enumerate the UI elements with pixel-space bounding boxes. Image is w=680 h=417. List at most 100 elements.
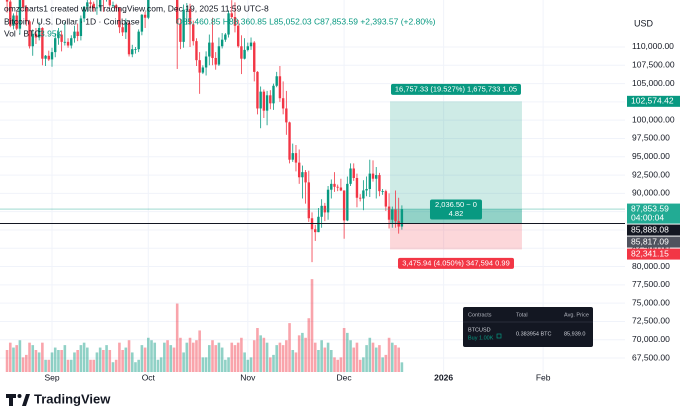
volume-bar <box>147 337 150 372</box>
candle-body <box>175 0 179 24</box>
volume-bar <box>342 328 346 372</box>
price-lines: 16,757.33 (19.527%) 1,675,733 1.05 2,036.… <box>0 83 625 269</box>
candle-body <box>89 2 92 4</box>
volume-bar <box>185 342 189 372</box>
candle-body <box>384 191 388 207</box>
volume-bar <box>323 347 327 372</box>
volume-bar <box>34 350 38 372</box>
ohlc-values: O85,460.85 H88,360.85 L85,052.03 C87,853… <box>176 16 436 26</box>
panel-bg <box>463 307 593 347</box>
volume-bar <box>156 359 160 372</box>
candle-body <box>346 183 349 221</box>
volume-bar <box>137 359 140 372</box>
candle-body <box>188 8 192 25</box>
price-badge-label: 82,341.15 <box>631 248 669 258</box>
candle-body <box>18 0 22 29</box>
candle-body <box>140 14 144 32</box>
candle-body <box>294 153 298 163</box>
volume-bar <box>262 337 266 372</box>
candle-body <box>224 34 227 40</box>
candle-body <box>352 168 355 178</box>
candle-body <box>297 162 301 178</box>
volume-bar <box>339 357 343 372</box>
volume-bar <box>89 359 92 372</box>
x-tick-label: Dec <box>337 372 353 382</box>
price-badge <box>627 248 680 260</box>
volume-bar <box>204 357 208 372</box>
candle-body <box>70 38 73 46</box>
candle-body <box>208 42 211 57</box>
candle-body <box>86 2 89 7</box>
volume-bar <box>191 342 195 372</box>
candle-body <box>37 27 41 38</box>
candle-body <box>15 15 18 29</box>
candle-body <box>137 31 140 50</box>
volume-bar <box>249 357 253 372</box>
candle-body <box>253 42 256 72</box>
candle-body <box>44 55 47 59</box>
volume-bar <box>169 345 173 372</box>
candle-body <box>265 95 269 111</box>
y-tick-label: 105,000.00 <box>632 78 675 88</box>
price-badge-label: 85,888.08 <box>631 224 669 234</box>
volume-bar <box>105 345 108 372</box>
volume-bar <box>310 279 314 372</box>
volume-bar <box>47 359 51 372</box>
volume-bar <box>397 347 400 372</box>
position-label-bg <box>429 199 482 220</box>
candle-body <box>115 5 118 9</box>
volume-bar <box>233 345 237 372</box>
candle-body <box>5 0 9 2</box>
volume-bar <box>384 354 388 372</box>
candle-body <box>182 9 185 42</box>
order-panel: Contracts Total Avg. Price BTCUSD Buy 1.… <box>463 307 593 347</box>
stop-zone <box>390 223 522 250</box>
volume-bar <box>69 359 73 372</box>
candle-body <box>301 172 304 178</box>
volume-bar <box>230 342 234 372</box>
candle-body <box>249 42 253 47</box>
volume-bar <box>127 340 131 372</box>
candle-body <box>147 0 150 18</box>
volume-bar <box>111 362 115 372</box>
volume-bar <box>179 337 182 372</box>
volume-bar <box>246 359 250 372</box>
volume-bar <box>349 340 352 372</box>
volume-bar <box>201 357 205 372</box>
candle-body <box>269 95 272 104</box>
candle-body <box>358 197 362 199</box>
volume-bar <box>211 340 214 372</box>
volume-bar <box>95 352 99 372</box>
position-label: 16,757.33 (19.527%) 1,675,733 1.05 <box>395 84 517 93</box>
candle-body <box>9 1 12 26</box>
candle-body <box>121 27 124 33</box>
candle-body <box>47 55 50 60</box>
volume-bar <box>256 328 259 372</box>
volume-bar <box>159 357 163 372</box>
volume-bar <box>108 350 112 372</box>
volume-bar <box>98 347 102 372</box>
volume-bar <box>150 340 153 372</box>
candle-body <box>336 186 339 188</box>
position-label-bg <box>397 257 514 269</box>
volume-bar <box>240 337 243 372</box>
y-tick-label: 97,500.00 <box>632 133 670 143</box>
candle-body <box>95 7 99 9</box>
logo-text: TradingView <box>34 391 111 406</box>
volume-bar <box>198 330 201 372</box>
y-tick-label: 80,000.00 <box>632 261 670 271</box>
candle-body <box>272 85 275 104</box>
volume-bar <box>378 345 381 372</box>
candle-body <box>333 183 336 187</box>
candle-body <box>21 0 25 8</box>
volume-bar <box>53 347 57 372</box>
volume-bar <box>288 323 291 372</box>
volume-bar <box>381 357 384 372</box>
volume-bar <box>124 347 128 372</box>
candle-body <box>201 67 205 73</box>
volume-bar <box>44 359 47 372</box>
volume-bar <box>82 342 86 372</box>
panel-avg-price: 85,939.0 <box>564 331 585 337</box>
position-label: 4.82 <box>449 209 464 218</box>
